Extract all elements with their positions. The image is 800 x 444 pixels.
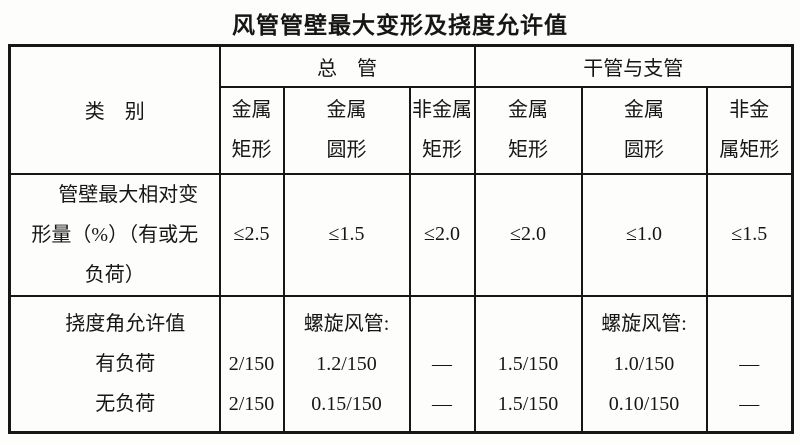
deflection-value-no-load: —	[739, 392, 760, 415]
table-title: 风管管壁最大变形及挠度允许值	[232, 13, 568, 38]
spiral-duct-note	[222, 304, 282, 344]
spiral-duct-note	[412, 304, 473, 344]
deflection-cell-branch-metal-rect: 1.5/150 1.5/150	[473, 294, 583, 434]
deflection-value-no-load: 1.5/150	[497, 392, 559, 415]
deflection-cell-main-metal-round: 螺旋风管: 1.2/150 0.15/150	[282, 294, 411, 434]
row-label-no-load: 无负荷	[95, 392, 156, 415]
deformation-value-main-nonmetal-rect: ≤2.0	[408, 172, 476, 297]
spiral-duct-note	[709, 304, 791, 344]
deformation-value-main-metal-rect: ≤2.5	[218, 172, 285, 297]
deflection-value-with-load: —	[739, 352, 760, 375]
deformation-value-main-metal-round: ≤1.5	[282, 172, 411, 297]
column-header-main-metal-rect: 金属 矩形	[218, 85, 285, 175]
column-header-main-metal-round: 金属 圆形	[282, 85, 411, 175]
deformation-value-branch-metal-round: ≤1.0	[580, 172, 708, 297]
spiral-duct-note: 螺旋风管:	[601, 312, 687, 335]
deflection-value-with-load: 1.2/150	[316, 352, 377, 375]
deflection-value-with-load: —	[432, 352, 453, 375]
spiral-duct-note: 螺旋风管:	[303, 312, 390, 335]
deflection-cell-main-nonmetal-rect: — —	[408, 294, 476, 434]
duct-allowance-table: 类 别 总 管 干管与支管 金属 矩形 金属 圆形 非金属 矩形 金属 矩形 金…	[8, 44, 795, 434]
deflection-label-cell: 挠度角允许值 有负荷 无负荷	[8, 294, 221, 434]
row-label-with-load: 有负荷	[95, 352, 156, 375]
deflection-cell-branch-metal-round: 螺旋风管: 1.0/150 0.10/150	[580, 294, 708, 434]
group-header-main-duct: 总 管	[218, 44, 476, 88]
spiral-duct-note	[477, 304, 580, 344]
column-header-main-nonmetal-rect: 非金属 矩形	[408, 85, 476, 175]
column-header-branch-nonmetal-rect: 非金 属矩形	[705, 85, 794, 175]
deflection-cell-main-metal-rect: 2/150 2/150	[218, 294, 285, 434]
header-row-columns: 金属 矩形 金属 圆形 非金属 矩形 金属 矩形 金属 圆形 非金 属矩形	[10, 85, 794, 175]
deformation-value-branch-metal-rect: ≤2.0	[473, 172, 583, 297]
deflection-value-no-load: 2/150	[228, 392, 275, 415]
deflection-value-no-load: —	[432, 392, 453, 415]
deflection-cell-branch-nonmetal-rect: — —	[705, 294, 794, 434]
category-header-cell: 类 别	[8, 44, 221, 175]
deformation-value-branch-nonmetal-rect: ≤1.5	[705, 172, 794, 297]
deformation-row-label: 管壁最大相对变 形量（%）（有或无 负荷）	[8, 172, 221, 297]
deflection-value-with-load: 2/150	[228, 352, 275, 375]
column-header-branch-metal-rect: 金属 矩形	[473, 85, 583, 175]
deflection-section-label: 挠度角允许值	[65, 312, 186, 335]
deflection-value-no-load: 0.15/150	[311, 392, 382, 415]
deformation-row: 管壁最大相对变 形量（%）（有或无 负荷） ≤2.5 ≤1.5 ≤2.0 ≤2.…	[8, 172, 794, 297]
deflection-value-with-load: 1.5/150	[497, 352, 559, 375]
deflection-section-row: 挠度角允许值 有负荷 无负荷 2/150 2/150 螺旋风管: 1.2/150…	[8, 294, 794, 434]
column-header-branch-metal-round: 金属 圆形	[580, 85, 708, 175]
header-row-groups: 类 别 总 管 干管与支管	[8, 44, 794, 175]
group-header-trunk-branch-duct: 干管与支管	[473, 44, 794, 88]
deflection-value-with-load: 1.0/150	[613, 352, 675, 375]
deflection-value-no-load: 0.10/150	[608, 392, 680, 415]
